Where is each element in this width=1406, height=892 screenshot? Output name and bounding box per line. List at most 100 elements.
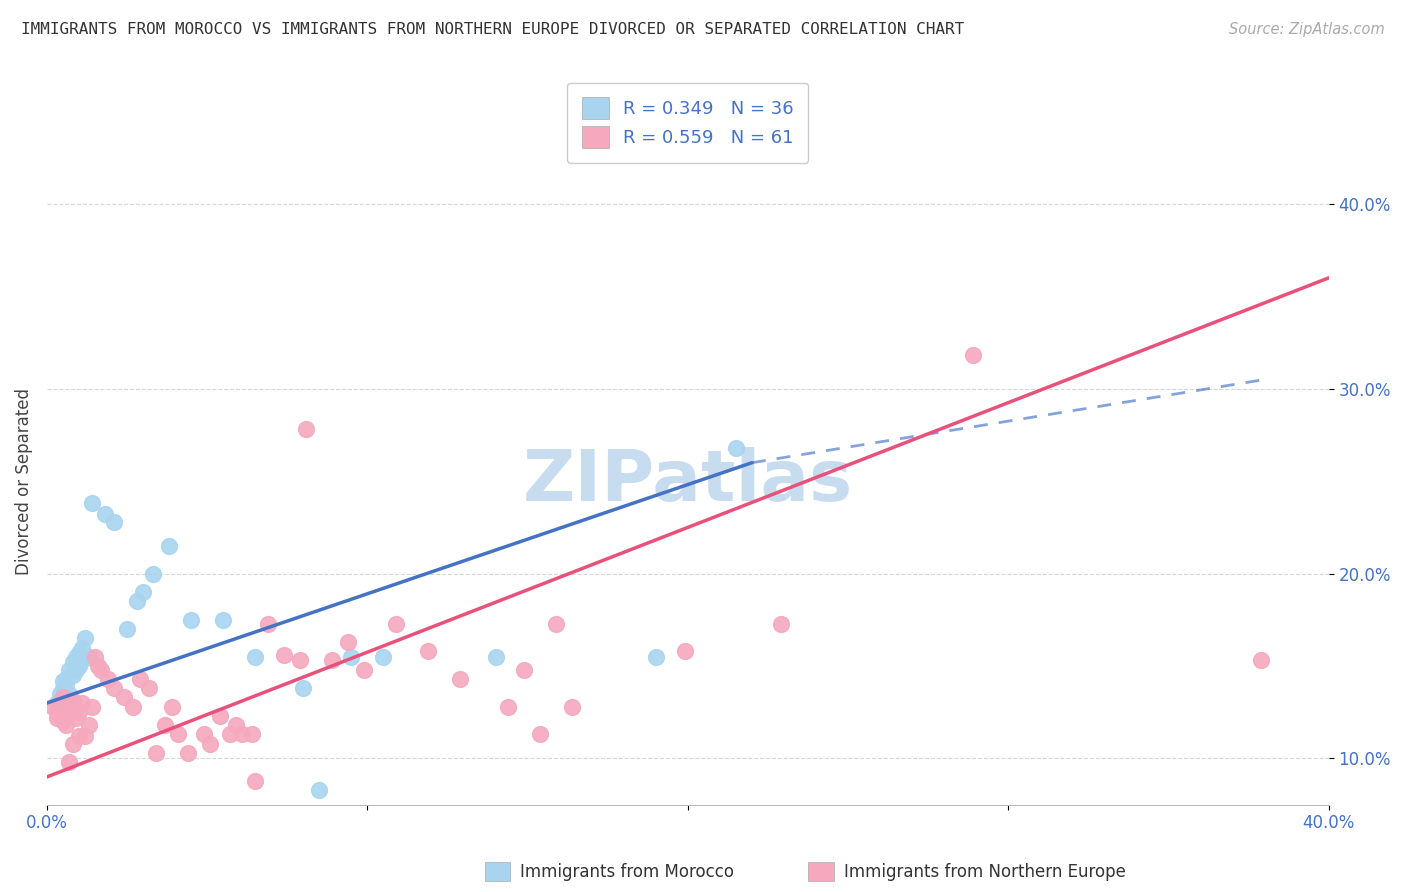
Point	[45, 696, 67, 710]
Point	[58, 663, 80, 677]
Point	[55, 672, 77, 686]
Point	[97, 672, 120, 686]
Point	[65, 711, 87, 725]
Point	[498, 699, 520, 714]
Point	[90, 663, 112, 677]
Point	[115, 622, 138, 636]
Point	[62, 668, 84, 682]
Point	[240, 727, 263, 741]
Point	[962, 349, 984, 363]
Point	[373, 649, 395, 664]
Point	[295, 422, 318, 436]
Point	[418, 644, 440, 658]
Point	[62, 737, 84, 751]
Legend: R = 0.349   N = 36, R = 0.559   N = 61: R = 0.349 N = 36, R = 0.559 N = 61	[567, 83, 808, 162]
Point	[67, 646, 90, 660]
Point	[52, 673, 75, 688]
Point	[288, 653, 311, 667]
Point	[340, 649, 363, 664]
Point	[157, 539, 180, 553]
Point	[673, 644, 696, 658]
Point	[84, 649, 107, 664]
Point	[273, 648, 295, 662]
Y-axis label: Divorced or Separated: Divorced or Separated	[15, 388, 32, 574]
Point	[546, 616, 568, 631]
Point	[65, 649, 87, 664]
Point	[77, 718, 100, 732]
Point	[484, 649, 506, 664]
Point	[62, 694, 84, 708]
Point	[80, 496, 103, 510]
Text: Source: ZipAtlas.com: Source: ZipAtlas.com	[1229, 22, 1385, 37]
Point	[103, 515, 125, 529]
Point	[132, 585, 155, 599]
Point	[65, 663, 87, 677]
Point	[193, 727, 215, 741]
Point	[103, 681, 125, 696]
Point	[55, 677, 77, 691]
Point	[177, 746, 200, 760]
Point	[45, 711, 67, 725]
Text: IMMIGRANTS FROM MOROCCO VS IMMIGRANTS FROM NORTHERN EUROPE DIVORCED OR SEPARATED: IMMIGRANTS FROM MOROCCO VS IMMIGRANTS FR…	[21, 22, 965, 37]
Point	[70, 696, 93, 710]
Text: Immigrants from Morocco: Immigrants from Morocco	[520, 863, 734, 881]
Text: ZIPatlas: ZIPatlas	[523, 447, 853, 516]
Point	[724, 441, 747, 455]
Point	[180, 613, 202, 627]
Point	[77, 649, 100, 664]
Point	[70, 653, 93, 667]
Point	[58, 705, 80, 719]
Point	[122, 699, 145, 714]
Point	[62, 656, 84, 670]
Point	[245, 649, 267, 664]
Point	[70, 640, 93, 655]
Point	[52, 714, 75, 729]
Point	[321, 653, 343, 667]
Point	[257, 616, 280, 631]
Point	[167, 727, 190, 741]
Point	[561, 699, 583, 714]
Point	[138, 681, 160, 696]
Point	[58, 687, 80, 701]
Point	[48, 701, 70, 715]
Point	[128, 672, 150, 686]
Point	[52, 690, 75, 705]
Point	[1250, 653, 1272, 667]
Point	[67, 659, 90, 673]
Point	[55, 696, 77, 710]
Point	[55, 718, 77, 732]
Point	[52, 681, 75, 696]
Point	[145, 746, 167, 760]
Point	[160, 699, 183, 714]
Point	[385, 616, 408, 631]
Point	[337, 635, 360, 649]
Point	[245, 773, 267, 788]
Point	[292, 681, 315, 696]
Point	[231, 727, 253, 741]
Point	[769, 616, 792, 631]
Point	[67, 705, 90, 719]
Point	[75, 729, 97, 743]
Point	[353, 663, 375, 677]
Point	[142, 566, 165, 581]
Point	[45, 705, 67, 719]
Point	[48, 687, 70, 701]
Point	[208, 709, 231, 723]
Point	[93, 508, 115, 522]
Point	[48, 696, 70, 710]
Point	[87, 659, 110, 673]
Point	[112, 690, 135, 705]
Point	[308, 783, 330, 797]
Point	[58, 755, 80, 769]
Point	[449, 672, 471, 686]
Point	[529, 727, 551, 741]
Point	[155, 718, 177, 732]
Point	[212, 613, 235, 627]
Point	[42, 699, 65, 714]
Point	[200, 737, 222, 751]
Point	[125, 594, 148, 608]
Point	[218, 727, 240, 741]
Point	[513, 663, 536, 677]
Point	[67, 729, 90, 743]
Text: Immigrants from Northern Europe: Immigrants from Northern Europe	[844, 863, 1125, 881]
